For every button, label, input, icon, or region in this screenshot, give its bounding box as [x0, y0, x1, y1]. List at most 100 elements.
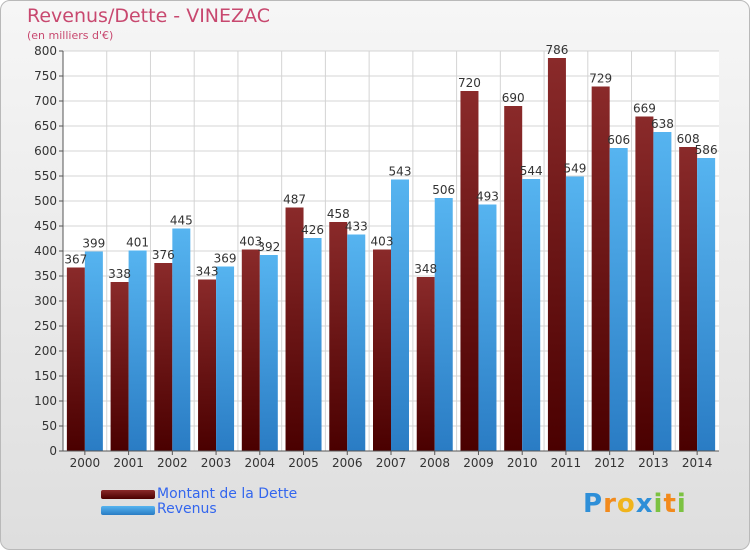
data-label-dette: 669	[633, 102, 656, 116]
x-tick-label: 2006	[332, 456, 363, 470]
data-label-dette: 343	[196, 265, 219, 279]
bars	[66, 58, 716, 451]
bar-dette	[241, 249, 260, 451]
bar-revenus	[391, 179, 409, 451]
data-label-dette: 786	[545, 43, 568, 57]
x-tick-label: 2003	[201, 456, 232, 470]
bar-revenus	[565, 176, 584, 451]
logo-letter: r	[603, 489, 617, 519]
data-label-revenus: 401	[126, 236, 149, 250]
y-tick-label: 200	[34, 344, 57, 358]
y-tick-label: 750	[34, 69, 57, 83]
bar-dette	[460, 91, 479, 451]
data-label-revenus: 392	[257, 240, 280, 254]
logo-letter: o	[616, 489, 636, 519]
bar-revenus	[609, 148, 628, 451]
logo-letter: P	[583, 489, 604, 519]
data-label-dette: 403	[371, 235, 394, 249]
y-tick-label: 600	[34, 144, 57, 158]
x-tick-label: 2008	[419, 456, 450, 470]
x-tick-label: 2012	[594, 456, 625, 470]
data-labels: 3673993384013764453433694033924874264584…	[64, 43, 717, 281]
data-label-dette: 348	[414, 262, 437, 276]
bar-dette	[110, 282, 129, 451]
bar-dette	[591, 86, 610, 451]
data-label-dette: 403	[239, 235, 262, 249]
y-tick-label: 700	[34, 94, 57, 108]
x-tick-label: 2000	[70, 456, 101, 470]
bar-revenus	[128, 250, 147, 451]
chart-title: Revenus/Dette - VINEZAC	[27, 5, 270, 27]
y-tick-label: 400	[34, 244, 57, 258]
x-tick-label: 2009	[463, 456, 494, 470]
bar-revenus	[522, 179, 541, 451]
legend-label-dette: Montant de la Dette	[157, 486, 298, 502]
data-label-dette: 338	[108, 267, 131, 281]
data-label-revenus: 638	[651, 117, 674, 131]
bar-dette	[547, 58, 566, 451]
y-tick-label: 550	[34, 169, 57, 183]
y-tick-label: 150	[34, 369, 57, 383]
data-label-revenus: 369	[214, 252, 237, 266]
bar-revenus	[697, 158, 716, 451]
bar-dette	[198, 279, 217, 451]
bar-revenus	[216, 266, 235, 451]
data-label-revenus: 399	[82, 237, 105, 251]
x-tick-label: 2004	[245, 456, 276, 470]
y-tick-label: 0	[49, 444, 57, 458]
data-label-dette: 487	[283, 193, 306, 207]
legend-swatch-revenus	[101, 506, 155, 515]
chart-subtitle: (en milliers d'€)	[27, 29, 114, 42]
x-tick-label: 2013	[638, 456, 669, 470]
data-label-revenus: 493	[476, 190, 499, 204]
y-tick-label: 100	[34, 394, 57, 408]
data-label-dette: 729	[589, 72, 612, 86]
data-label-revenus: 433	[345, 220, 368, 234]
bar-dette	[679, 147, 698, 451]
data-label-dette: 720	[458, 76, 481, 90]
bar-revenus	[303, 238, 322, 451]
logo-letter: i	[676, 489, 687, 519]
data-label-dette: 367	[64, 253, 87, 267]
x-tick-label: 2002	[157, 456, 188, 470]
bar-revenus	[84, 251, 103, 451]
y-tick-label: 800	[34, 44, 57, 58]
data-label-revenus: 544	[520, 164, 543, 178]
bar-revenus	[172, 228, 191, 451]
bar-revenus	[478, 204, 497, 451]
y-tick-label: 450	[34, 219, 57, 233]
x-tick-label: 2001	[113, 456, 144, 470]
bar-dette	[285, 207, 304, 451]
logo-letter: x	[635, 489, 654, 519]
bar-dette	[416, 277, 435, 451]
bar-dette	[635, 116, 654, 451]
y-tick-label: 300	[34, 294, 57, 308]
y-tick-label: 250	[34, 319, 57, 333]
logo-letter: i	[653, 489, 664, 519]
bar-revenus	[653, 132, 672, 451]
bar-revenus	[259, 255, 278, 451]
bar-dette	[66, 267, 85, 451]
logo-letter: t	[663, 489, 677, 519]
data-label-dette: 458	[327, 207, 350, 221]
x-tick-label: 2014	[682, 456, 713, 470]
x-tick-label: 2005	[288, 456, 319, 470]
data-label-dette: 690	[502, 91, 525, 105]
data-label-dette: 376	[152, 248, 175, 262]
bar-revenus	[434, 198, 453, 451]
bar-dette	[504, 106, 523, 451]
axes: 0 50 100 150 200 250 300 350 400 450 500 550 600 650 7…	[34, 44, 719, 470]
legend-label-revenus: Revenus	[157, 501, 217, 517]
bar-dette	[329, 222, 348, 451]
bar-dette	[154, 263, 173, 451]
x-tick-label: 2011	[551, 456, 582, 470]
x-tick-label: 2010	[507, 456, 538, 470]
y-tick-label: 50	[42, 419, 57, 433]
legend-swatch-dette	[101, 490, 155, 499]
data-label-revenus: 586	[695, 143, 718, 157]
bar-dette	[373, 249, 391, 451]
data-label-revenus: 606	[607, 133, 630, 147]
y-tick-label: 350	[34, 269, 57, 283]
